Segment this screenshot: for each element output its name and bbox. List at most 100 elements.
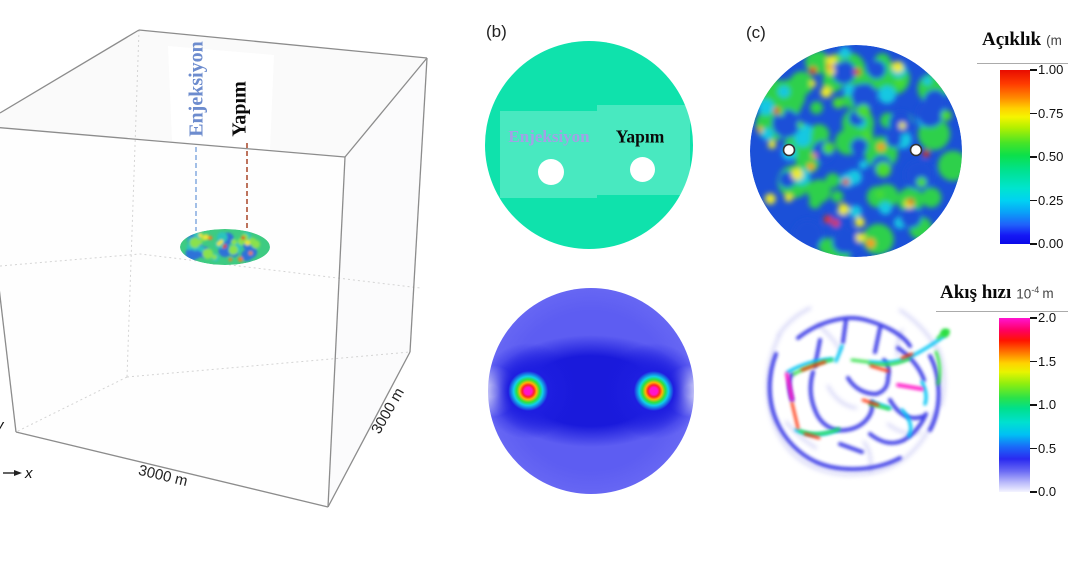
uniform-aperture-disk: Enjeksiyon Yapım (485, 41, 693, 249)
flow-channel (910, 334, 946, 358)
noise-blob (850, 138, 868, 155)
x-axis-label: x (25, 465, 33, 482)
noise-blob (886, 131, 902, 148)
flow-channel (841, 318, 848, 344)
noise-blob (842, 178, 850, 186)
flow-channel (798, 427, 841, 436)
noise-blob (198, 245, 205, 252)
flow-channel (767, 402, 800, 460)
noise-blob (856, 104, 871, 118)
noise-blob (940, 110, 952, 121)
noise-blob (216, 232, 228, 243)
flow-channel (900, 408, 913, 438)
noise-blob (794, 130, 812, 147)
flow-channel (868, 357, 911, 367)
noise-blob (238, 256, 243, 262)
noise-blob (907, 198, 914, 205)
noise-blob (784, 193, 793, 202)
velocity-colorbar-title: Akış hızı (940, 282, 1012, 303)
flow-channel (896, 346, 926, 382)
noise-blob (808, 196, 822, 209)
flow-channel (936, 346, 946, 408)
flow-channel (814, 456, 902, 471)
noise-blob (878, 85, 896, 104)
flow-channel (882, 358, 891, 380)
flow-channel (803, 432, 821, 440)
noise-blob (809, 80, 817, 87)
channelized-flow-field (766, 306, 950, 476)
injection-label-backdrop (500, 111, 597, 198)
noise-blob (826, 55, 837, 66)
flow-channel (826, 384, 858, 410)
noise-blob (244, 240, 251, 246)
noise-blob (820, 86, 832, 98)
colorbar-tick-label: 1.00 (1038, 62, 1064, 77)
colorbar-tick-label: 0.5 (1038, 440, 1057, 456)
noise-blob (865, 238, 875, 248)
colorbar-tick-label: 0.25 (1038, 192, 1064, 208)
noise-blob (189, 237, 201, 248)
noise-blob (837, 203, 850, 215)
noise-blob (832, 219, 840, 227)
colorbar-tick (1030, 404, 1037, 406)
smooth-flow-field (488, 288, 694, 494)
noise-blob (922, 150, 930, 158)
flow-channel (861, 398, 880, 407)
flow-channel (790, 401, 800, 430)
flow-channel (900, 352, 914, 360)
noise-blob (858, 160, 868, 170)
noise-blob (832, 97, 844, 109)
noise-blob (198, 233, 203, 238)
noise-blob (778, 171, 796, 188)
cube-edges (0, 29, 428, 508)
flow-channel (785, 372, 794, 401)
noise-blob (839, 46, 851, 58)
aperture-colorbar-gradient (1000, 70, 1030, 244)
cube-right-face (328, 58, 427, 507)
noise-blob (757, 98, 775, 116)
noise-blob (228, 245, 238, 255)
noise-blob (823, 215, 832, 224)
noise-blob (854, 217, 865, 228)
flow-channel (784, 420, 818, 450)
noise-blob (773, 107, 780, 114)
noise-blob (921, 187, 942, 208)
noise-blob (810, 101, 823, 115)
colorbar-tick-label: 1.5 (1038, 353, 1057, 369)
panel-b-tag: (b) (486, 22, 507, 41)
flow-channel (796, 456, 858, 476)
noise-blob (898, 122, 906, 130)
flow-channel (864, 318, 912, 348)
noise-blob (862, 223, 894, 255)
noise-blob (867, 60, 886, 79)
injection-well-marker (538, 159, 564, 185)
noise-blob (875, 190, 884, 199)
noise-blob (892, 61, 904, 73)
colorbar-tick-label: 0.50 (1038, 149, 1064, 164)
colorbar-tick (1030, 243, 1037, 245)
colorbar-tick-label: 0.00 (1038, 236, 1064, 251)
noise-blob (836, 56, 843, 63)
velocity-colorbar-gradient (999, 318, 1030, 492)
flow-channel (816, 322, 842, 352)
noise-blob (853, 68, 861, 76)
noise-blob (826, 64, 833, 70)
y-axis-label: y (0, 417, 4, 434)
colorbar-tick (1030, 491, 1037, 493)
flow-channel (850, 358, 870, 364)
flow-channel (868, 354, 914, 365)
noise-blob (916, 177, 927, 188)
flow-channel (766, 332, 782, 406)
noise-blob (825, 173, 841, 188)
colorbar-tick (1030, 156, 1037, 158)
cube-hidden-edges (0, 29, 421, 433)
flow-channel-outlet (940, 328, 950, 338)
fracture-disc (180, 229, 270, 265)
noise-blob (228, 257, 233, 262)
velocity-colorbar-unit: 10-4 m (1016, 284, 1054, 302)
flow-channel (896, 328, 904, 358)
colorbar-tick (1030, 112, 1037, 115)
flow-channel (808, 370, 817, 412)
wellhead-label-patch (168, 46, 274, 150)
